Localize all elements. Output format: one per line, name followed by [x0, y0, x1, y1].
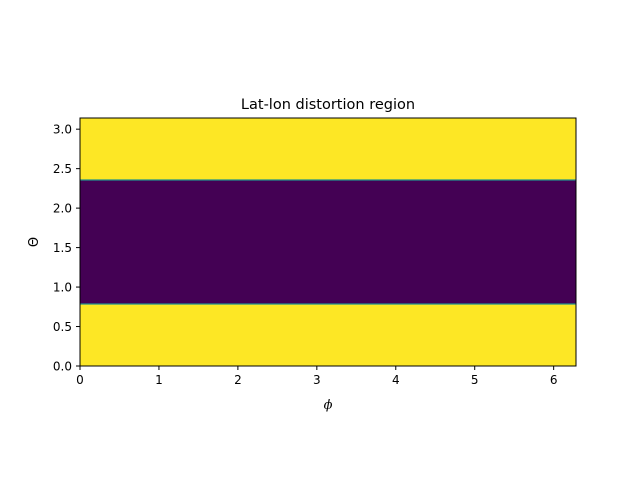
y-tick-label: 1.0	[53, 281, 72, 295]
x-tick-label: 3	[313, 373, 321, 387]
chart-title: Lat-lon distortion region	[241, 97, 415, 113]
y-tick-label: 2.5	[53, 162, 72, 176]
x-tick-label: 1	[155, 373, 163, 387]
x-axis: 0 1 2 3 4 5 6	[76, 366, 557, 387]
x-tick-label: 6	[550, 373, 558, 387]
x-tick-label: 2	[234, 373, 242, 387]
x-axis-label: ϕ	[324, 398, 333, 413]
y-axis-label: Θ	[27, 237, 42, 247]
y-axis: 0.0 0.5 1.0 1.5 2.0 2.5 3.0	[53, 123, 80, 374]
heatmap-region-2	[80, 118, 576, 181]
region-boundaries	[80, 179, 576, 305]
heatmap-regions	[80, 118, 576, 366]
axes-frame	[79, 117, 577, 367]
x-tick-label: 4	[392, 373, 400, 387]
heatmap-region-0	[80, 304, 576, 366]
y-tick-label: 0.5	[53, 320, 72, 334]
heatmap-region-1	[80, 180, 576, 305]
y-tick-label: 1.5	[53, 241, 72, 255]
y-tick-label: 2.0	[53, 202, 72, 216]
x-tick-label: 5	[471, 373, 479, 387]
y-tick-label: 0.0	[53, 360, 72, 374]
y-tick-label: 3.0	[53, 123, 72, 137]
x-tick-label: 0	[76, 373, 84, 387]
plot-area	[79, 117, 577, 367]
